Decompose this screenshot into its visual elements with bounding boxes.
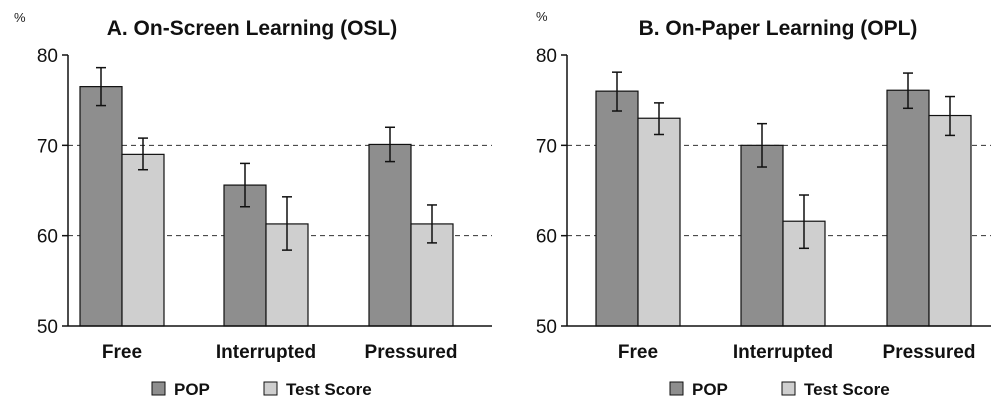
chart-title: A. On-Screen Learning (OSL) <box>107 17 398 40</box>
x-tick-label-interrupted: Interrupted <box>216 342 316 363</box>
y-tick-label: 60 <box>536 227 557 248</box>
bar-test-score-free <box>121 153 165 327</box>
y-unit-label: % <box>536 9 548 24</box>
y-tick-label: 80 <box>536 46 557 67</box>
bar-test-score-pressured <box>928 114 972 327</box>
chart-panel-b: B. On-Paper Learning (OPL)% 50 60 70 80 Free I… <box>536 9 991 399</box>
chart-title: B. On-Paper Learning (OPL) <box>639 17 918 40</box>
y-unit-label: % <box>14 10 26 25</box>
x-tick-label-free: Free <box>102 342 142 363</box>
legend: POP Test Score <box>151 380 372 399</box>
legend-swatch <box>263 381 278 396</box>
legend-label: POP <box>174 380 210 399</box>
y-tick-label: 70 <box>37 136 58 157</box>
y-tick-label: 50 <box>536 317 557 338</box>
x-tick-label-pressured: Pressured <box>365 342 458 363</box>
bar-pop-pressured <box>368 143 412 327</box>
legend-label: Test Score <box>286 380 372 399</box>
bar-test-score-free <box>637 117 681 327</box>
legend: POP Test Score <box>669 380 890 399</box>
y-tick-label: 50 <box>37 317 58 338</box>
y-tick-label: 80 <box>37 46 58 67</box>
x-tick-label-free: Free <box>618 342 658 363</box>
bar-pop-interrupted <box>223 184 267 327</box>
legend-label: POP <box>692 380 728 399</box>
legend-swatch <box>151 381 166 396</box>
x-tick-label-pressured: Pressured <box>883 342 976 363</box>
y-tick-label: 60 <box>37 227 58 248</box>
bar-pop-free <box>79 86 123 327</box>
chart-panel-a: A. On-Screen Learning (OSL)% 50 60 70 80 Free… <box>14 10 492 399</box>
legend-swatch <box>781 381 796 396</box>
bar-pop-interrupted <box>740 144 784 327</box>
bar-pop-free <box>595 90 639 327</box>
y-tick-label: 70 <box>536 136 557 157</box>
bar-pop-pressured <box>886 89 930 327</box>
x-tick-label-interrupted: Interrupted <box>733 342 833 363</box>
legend-swatch <box>669 381 684 396</box>
legend-label: Test Score <box>804 380 890 399</box>
